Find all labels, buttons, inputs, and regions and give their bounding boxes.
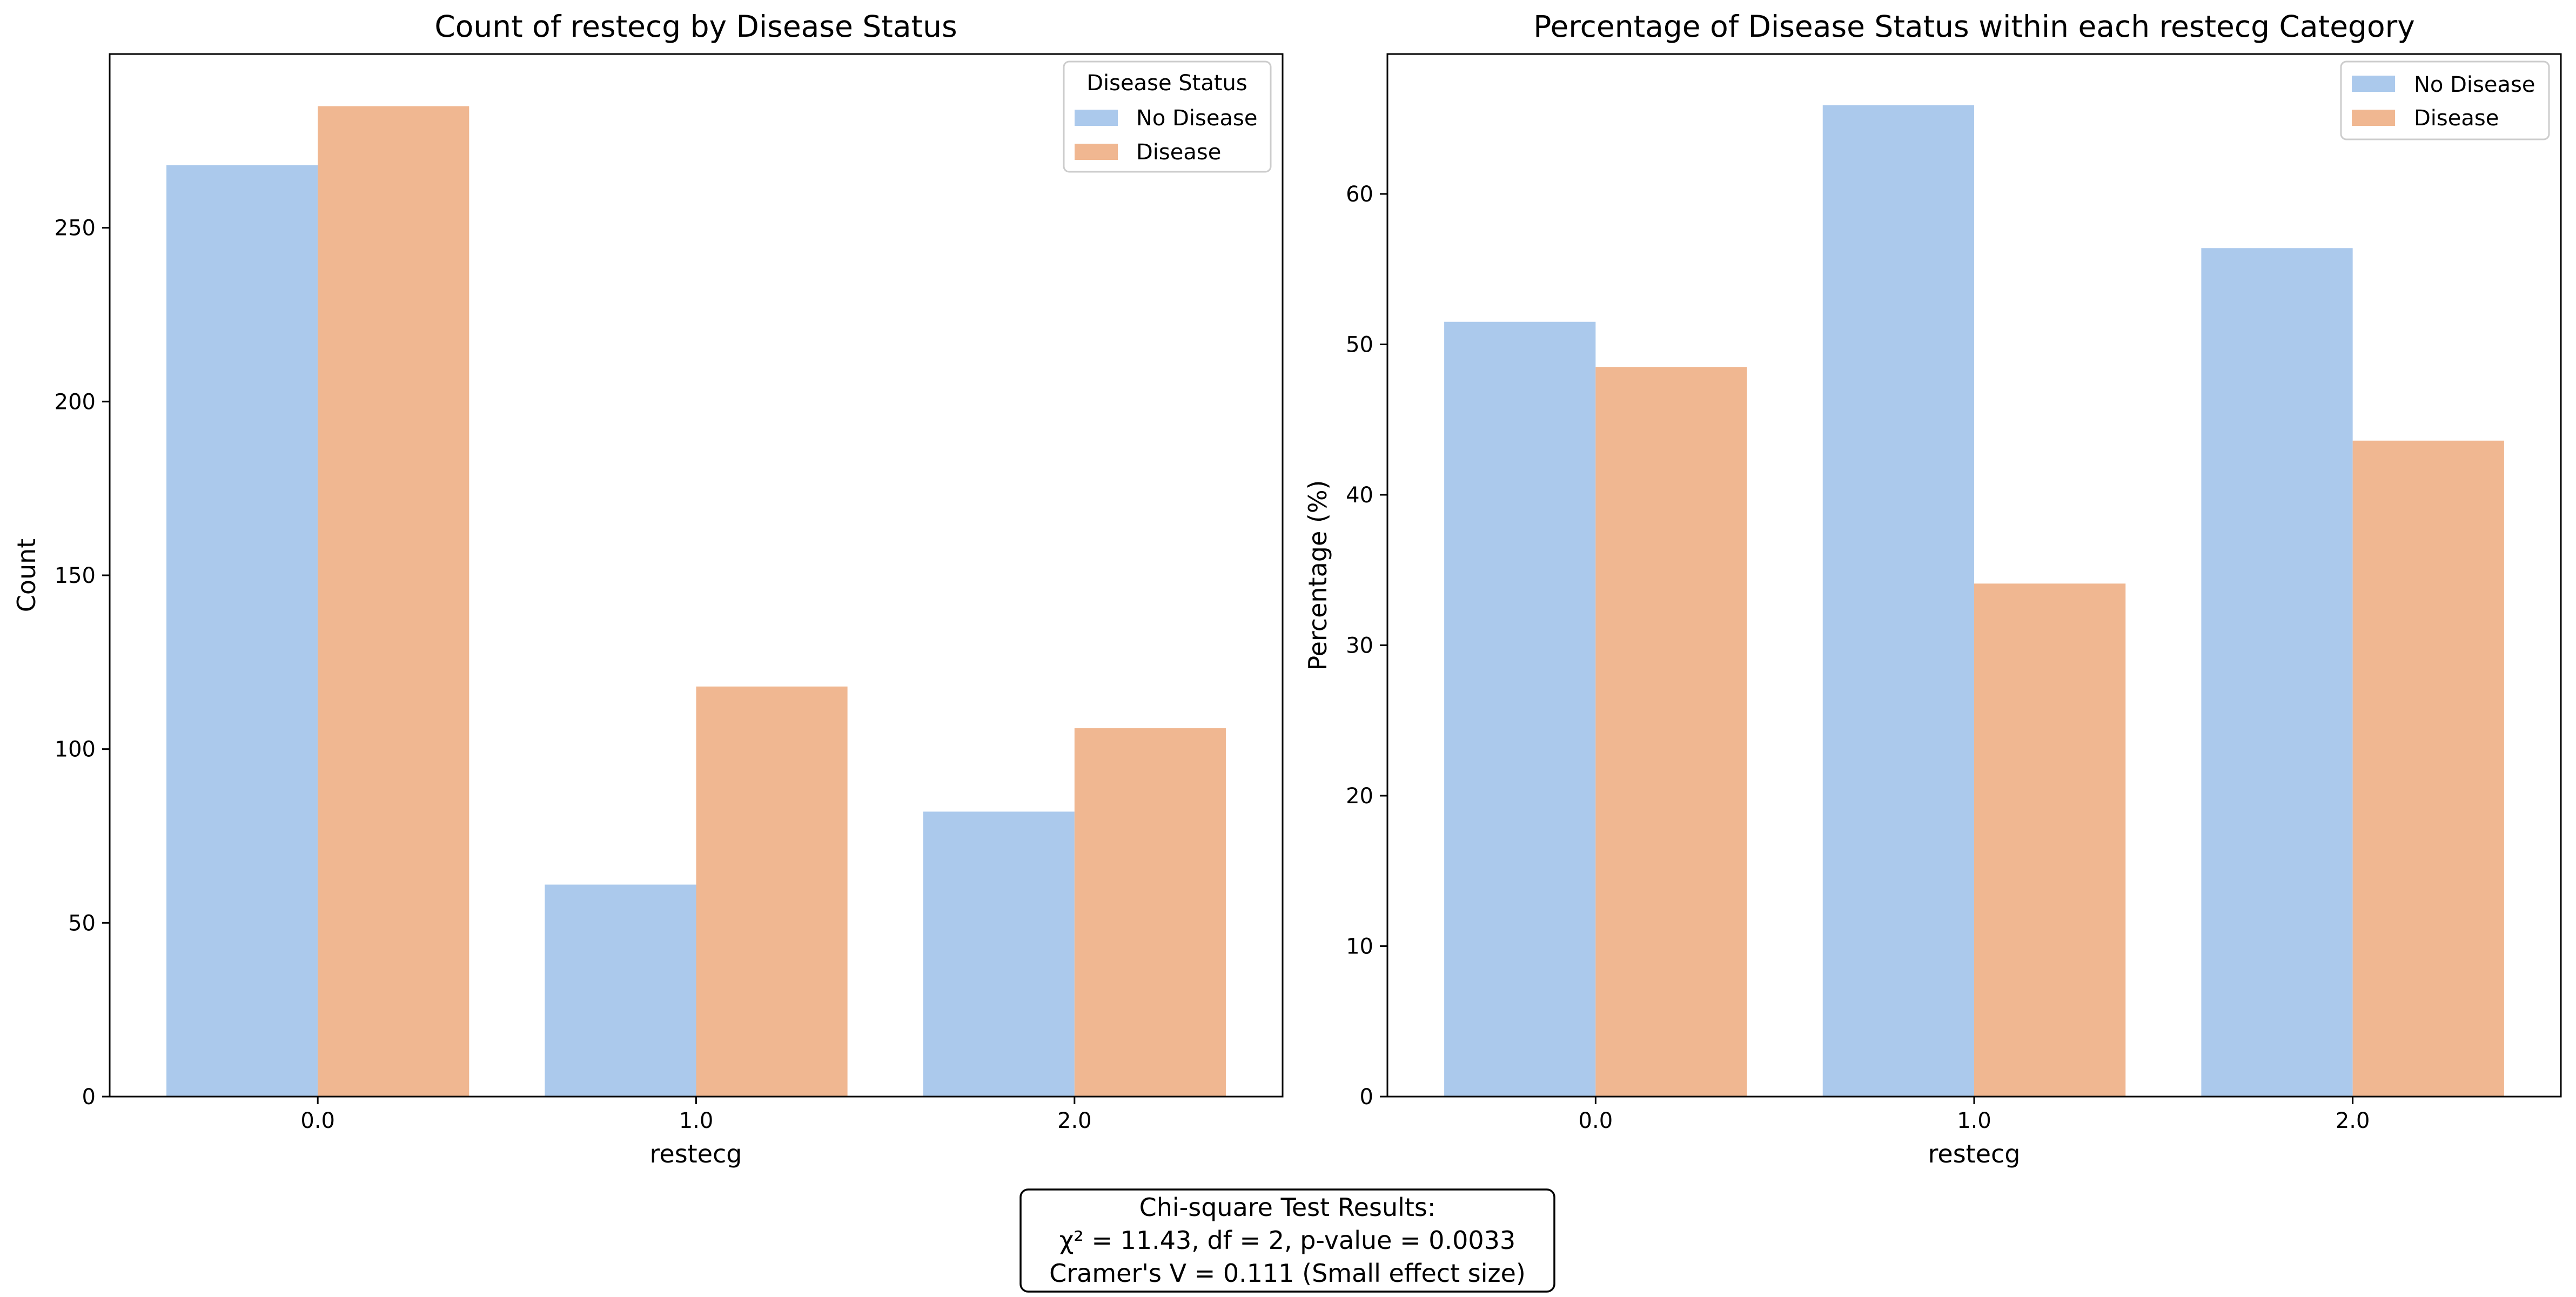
count-chart-legend-label-no-disease: No Disease: [1136, 106, 1257, 131]
percentage-chart-legend-label-disease: Disease: [2414, 106, 2499, 131]
count-chart-panel: Count of restecg by Disease Status Count…: [12, 9, 1284, 1168]
count-chart-bar-no-disease-1-0: [545, 884, 696, 1097]
percentage-chart-bar-disease-2-0: [2352, 440, 2504, 1097]
count-chart-x-axis-ticks: 0.0 1.0 2.0: [300, 1097, 1092, 1133]
percentage-chart-x-tick-label: 2.0: [2336, 1108, 2370, 1133]
cramers-v-line: Cramer's V = 0.111 (Small effect size): [1049, 1259, 1526, 1288]
count-chart-y-tick-label: 250: [55, 216, 96, 241]
percentage-chart-y-tick-label: 60: [1346, 182, 1373, 207]
count-chart-bar-no-disease-0-0: [166, 165, 318, 1097]
count-chart-legend: Disease Status No Disease Disease: [1063, 61, 1272, 173]
count-chart-bars: [166, 106, 1226, 1097]
count-chart-x-tick-label: 1.0: [679, 1108, 714, 1133]
percentage-chart-bar-no-disease-0-0: [1444, 321, 1596, 1097]
percentage-chart-x-tick-label: 0.0: [1579, 1108, 1613, 1133]
percentage-chart-y-tick-label: 50: [1346, 333, 1373, 358]
chi-square-results-frame: [1019, 1188, 1555, 1293]
count-chart-bar-disease-2-0: [1074, 728, 1226, 1097]
percentage-chart-ylabel: Percentage (%): [1303, 480, 1332, 671]
count-chart-legend-swatch-disease: [1075, 144, 1118, 160]
percentage-chart-panel: Percentage of Disease Status within each…: [1303, 9, 2562, 1168]
count-chart-legend-label-disease: Disease: [1136, 140, 1221, 165]
count-chart-legend-title: Disease Status: [1086, 71, 1247, 96]
percentage-chart-x-axis-ticks: 0.0 1.0 2.0: [1579, 1097, 2370, 1133]
count-chart-y-tick-label: 0: [82, 1085, 96, 1110]
percentage-chart-legend: No Disease Disease: [2340, 61, 2550, 140]
percentage-chart-bar-no-disease-2-0: [2201, 248, 2353, 1097]
count-chart-legend-swatch-no-disease: [1075, 110, 1118, 126]
percentage-chart-y-tick-label: 20: [1346, 784, 1373, 809]
chi-square-results-box: Chi-square Test Results: χ² = 11.43, df …: [1019, 1188, 1555, 1293]
count-chart-title: Count of restecg by Disease Status: [434, 9, 957, 44]
percentage-chart-y-tick-label: 10: [1346, 935, 1373, 959]
count-chart-y-axis-ticks: 0 50 100 150 200 250: [55, 216, 110, 1110]
count-chart-xlabel: restecg: [650, 1139, 742, 1168]
count-chart-x-tick-label: 2.0: [1057, 1108, 1092, 1133]
percentage-chart-xlabel: restecg: [1928, 1139, 2021, 1168]
percentage-chart-legend-label-no-disease: No Disease: [2414, 72, 2535, 97]
percentage-chart-x-tick-label: 1.0: [1957, 1108, 1991, 1133]
chi-square-results-heading: Chi-square Test Results:: [1139, 1193, 1436, 1222]
percentage-chart-bar-disease-0-0: [1595, 367, 1747, 1097]
count-chart-bar-disease-0-0: [318, 106, 469, 1097]
percentage-chart-bar-disease-1-0: [1974, 583, 2126, 1097]
count-chart-y-tick-label: 150: [55, 563, 96, 588]
percentage-chart-legend-swatch-no-disease: [2352, 76, 2395, 92]
percentage-chart-axes-frame: [1386, 53, 2562, 1098]
count-chart-axes-frame: [109, 53, 1284, 1098]
count-chart-bar-disease-1-0: [696, 686, 848, 1097]
percentage-chart-title: Percentage of Disease Status within each…: [1533, 9, 2415, 44]
count-chart-y-tick-label: 200: [55, 389, 96, 414]
count-chart-bar-no-disease-2-0: [923, 811, 1075, 1097]
percentage-chart-legend-swatch-disease: [2352, 110, 2395, 126]
chi-square-statistic-line: χ² = 11.43, df = 2, p-value = 0.0033: [1059, 1226, 1515, 1255]
percentage-chart-y-tick-label: 0: [1360, 1085, 1373, 1110]
count-chart-x-tick-label: 0.0: [300, 1108, 335, 1133]
percentage-chart-bars: [1444, 105, 2504, 1097]
percentage-chart-y-tick-label: 40: [1346, 483, 1373, 508]
percentage-chart-y-tick-label: 30: [1346, 634, 1373, 658]
count-chart-ylabel: Count: [12, 539, 41, 613]
count-chart-y-tick-label: 100: [55, 737, 96, 762]
count-chart-y-tick-label: 50: [68, 911, 96, 936]
percentage-chart-y-axis-ticks: 0 10 20 30 40 50 60: [1346, 182, 1387, 1110]
percentage-chart-bar-no-disease-1-0: [1822, 105, 1974, 1097]
